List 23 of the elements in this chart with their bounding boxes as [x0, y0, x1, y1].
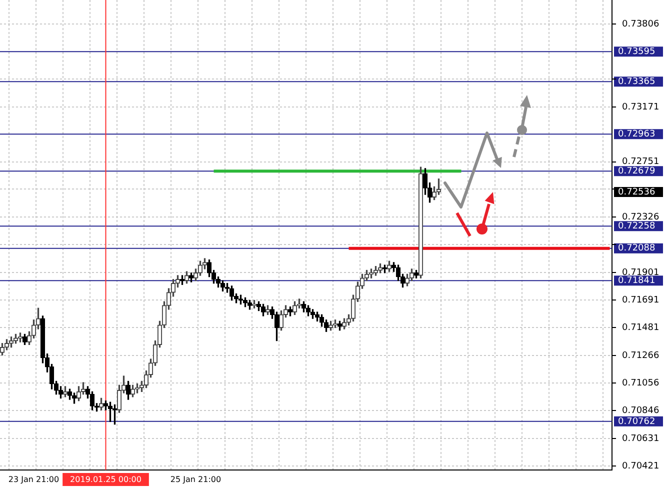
text: 0.72536 — [618, 187, 656, 198]
y-tick-label: 0.72326 — [622, 212, 660, 223]
ref-line-label: 0.72088 — [618, 244, 656, 254]
ref-line-label: 0.71841 — [618, 276, 656, 286]
y-tick-label: 0.70421 — [622, 461, 660, 472]
y-tick-label: 0.73806 — [622, 19, 660, 30]
x-tick-label: 25 Jan 21:00 — [170, 474, 222, 484]
ref-line-label: 0.73365 — [618, 76, 656, 87]
ref-line-label: 0.72258 — [618, 221, 656, 232]
y-tick-label: 0.71691 — [622, 295, 660, 306]
y-tick-label: 0.73171 — [622, 102, 660, 112]
ref-line-label: 0.72679 — [618, 166, 656, 176]
y-tick-label: 0.71481 — [622, 322, 660, 333]
ref-line-label: 0.73595 — [618, 46, 656, 57]
y-tick-label: 0.70846 — [622, 406, 660, 416]
ref-line-label: 0.70762 — [618, 416, 656, 427]
x-tick-label: 23 Jan 21:00 — [8, 474, 60, 484]
x-tick-label: 2019.01.25 00:00 — [70, 474, 142, 484]
y-tick-label: 0.70631 — [622, 434, 660, 444]
y-tick-label: 0.71056 — [622, 378, 660, 388]
ref-line-label: 0.72963 — [618, 129, 656, 140]
y-tick-label: 0.72751 — [622, 157, 660, 168]
y-tick-label: 0.71266 — [622, 350, 660, 361]
